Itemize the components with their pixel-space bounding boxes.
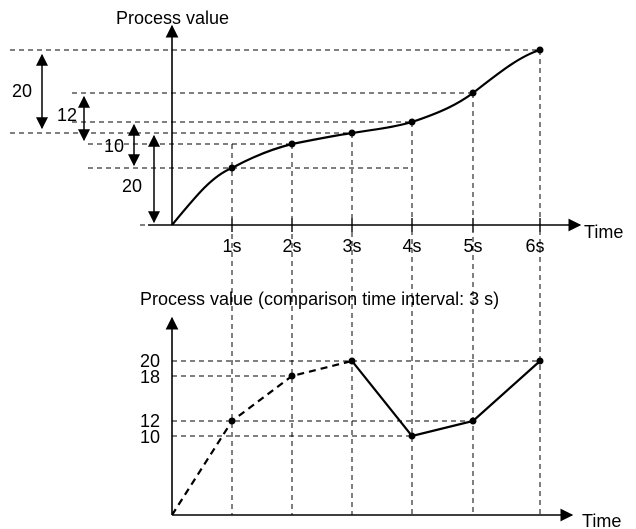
- top-point-5s: [469, 89, 477, 97]
- top-chart-title: Process value: [116, 8, 229, 28]
- top-time-tick-labels: 1s 2s 3s 4s 5s 6s: [222, 236, 544, 256]
- top-point-6s: [536, 46, 544, 54]
- top-chart: [10, 24, 582, 515]
- bottom-x-axis-label: Time: [582, 511, 621, 529]
- bottom-point-3s: [348, 357, 356, 365]
- time-tick-4s: 4s: [402, 236, 421, 256]
- top-x-axis-label: Time: [584, 222, 623, 242]
- bottom-point-2s: [288, 372, 296, 380]
- time-tick-5s: 5s: [463, 236, 482, 256]
- bottom-point-5s: [469, 417, 477, 425]
- y-tick-12: 12: [140, 411, 160, 431]
- time-tick-2s: 2s: [282, 236, 301, 256]
- time-tick-1s: 1s: [222, 236, 241, 256]
- bottom-horizontal-guides: [172, 360, 540, 437]
- top-point-2s: [288, 140, 296, 148]
- top-point-4s: [408, 118, 416, 126]
- bottom-point-6s: [536, 357, 544, 365]
- vertical-time-guides: [231, 50, 541, 515]
- dimension-label-12: 12: [57, 105, 77, 125]
- bottom-data-points: [228, 357, 544, 440]
- top-point-3s: [348, 129, 356, 137]
- bottom-solid-segment: [351, 360, 541, 438]
- process-value-curve: [171, 48, 541, 226]
- bottom-y-tick-labels: 20 18 12 10: [140, 351, 160, 447]
- bottom-chart: [165, 316, 574, 522]
- y-tick-18: 18: [140, 367, 160, 387]
- y-tick-20: 20: [140, 351, 160, 371]
- dimension-label-10: 10: [104, 136, 124, 156]
- bottom-point-4s: [408, 432, 416, 440]
- y-tick-10: 10: [140, 427, 160, 447]
- bottom-dashed-segment: [171, 359, 353, 516]
- dimension-label-20-lower: 20: [122, 176, 142, 196]
- bottom-point-1s: [228, 417, 236, 425]
- dimension-label-20-upper: 20: [12, 81, 32, 101]
- top-data-points: [228, 46, 544, 172]
- bottom-chart-title: Process value (comparison time interval:…: [140, 289, 499, 309]
- top-time-tick-marks: [231, 218, 541, 232]
- top-point-1s: [228, 164, 236, 172]
- time-tick-6s: 6s: [525, 236, 544, 256]
- top-horizontal-guides: [10, 49, 540, 226]
- time-tick-3s: 3s: [342, 236, 361, 256]
